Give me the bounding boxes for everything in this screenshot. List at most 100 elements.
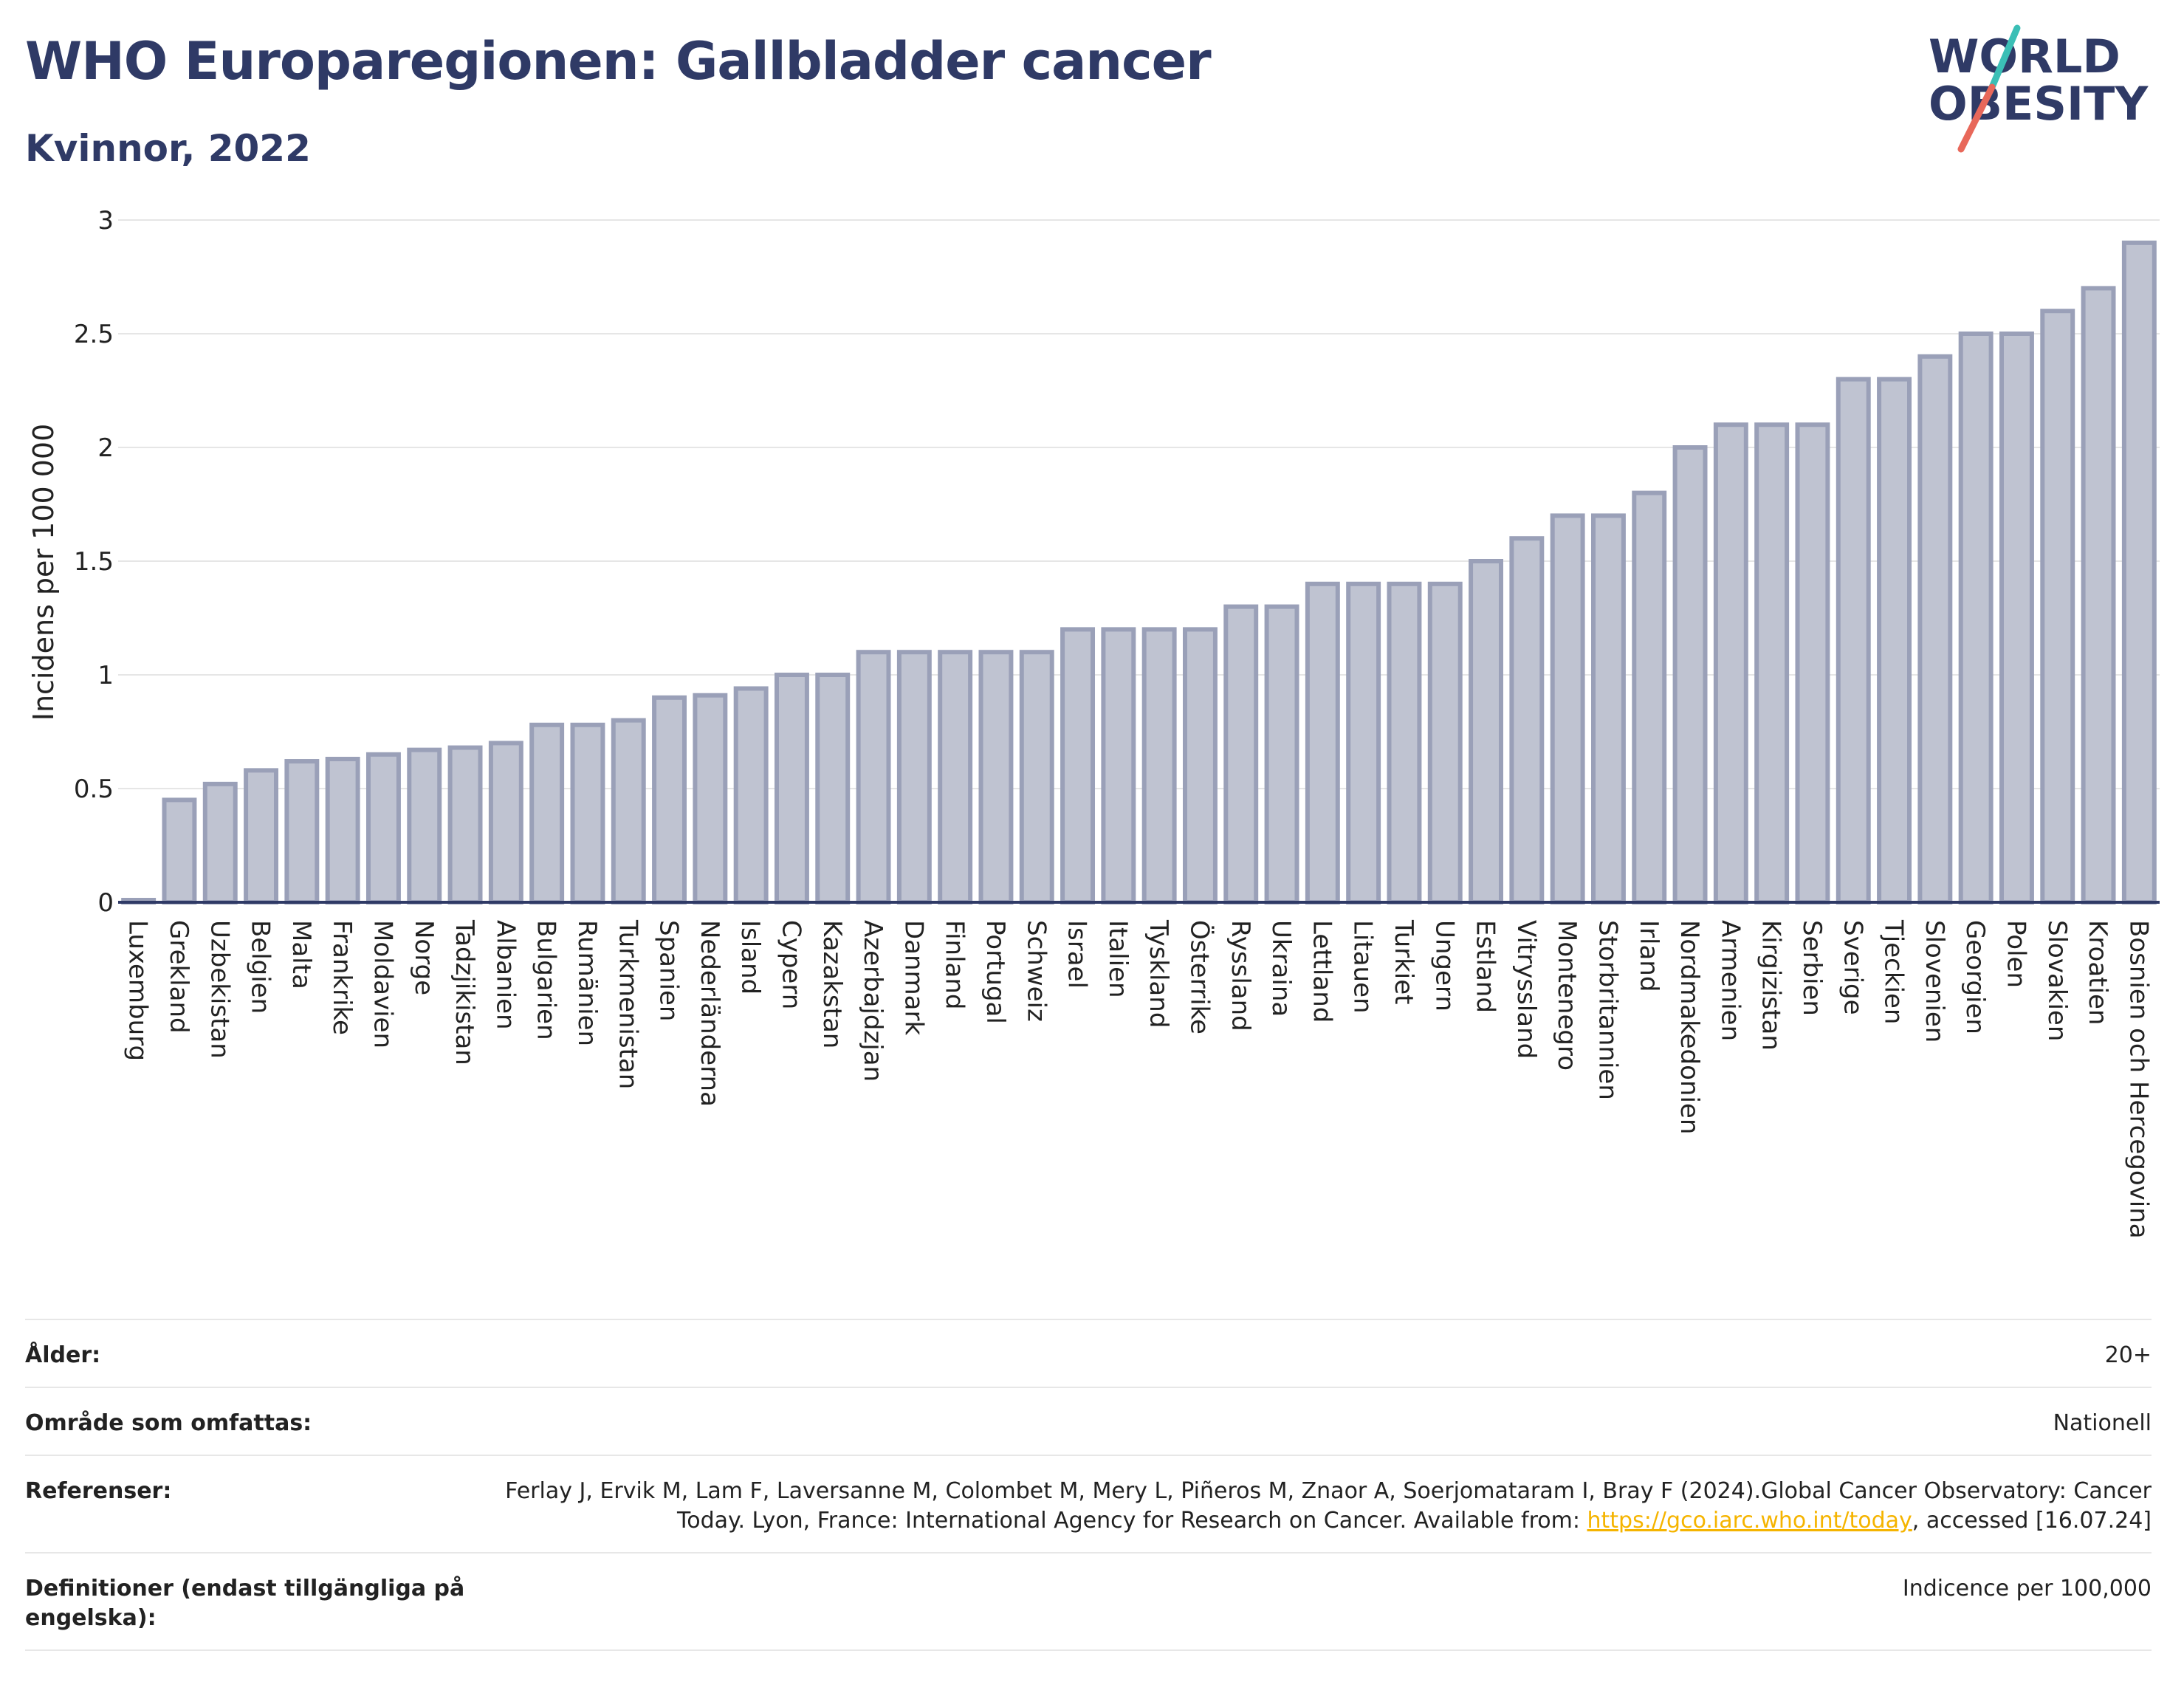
x-tick-label: Rumänien	[572, 920, 602, 1046]
bar	[1060, 627, 1096, 905]
bar	[1223, 604, 1259, 904]
x-tick-label: Italien	[1103, 920, 1133, 998]
reference-link[interactable]: https://gco.iarc.who.int/today	[1587, 1508, 1912, 1534]
x-tick-label: Grekland	[164, 920, 193, 1034]
meta-label-references: Referenser:	[25, 1478, 172, 1504]
x-tick-labels: Luxemburg Grekland Uzbekistan Belgien Malta F…	[123, 919, 2154, 1239]
bar	[1101, 627, 1136, 905]
x-tick-label: Kazakstan	[817, 920, 847, 1048]
x-tick-label: Bulgarien	[532, 920, 561, 1040]
bar	[1019, 650, 1054, 904]
x-tick-label: Azerbajdzjan	[858, 920, 887, 1082]
bar	[162, 797, 197, 905]
y-tick-labels: 0 0.5 1 1.5 2 2.5 3	[74, 206, 114, 918]
x-tick-label: Danmark	[899, 920, 928, 1035]
bar	[611, 718, 646, 904]
x-tick-label: Vitryssland	[1511, 920, 1541, 1059]
bar	[856, 650, 891, 904]
meta-row-area: Område som omfattas: Nationell	[25, 1387, 2152, 1455]
x-tick-label: Schweiz	[1021, 920, 1051, 1022]
bar	[1427, 581, 1463, 904]
x-tick-label: Kroatien	[2083, 920, 2112, 1025]
bar	[896, 650, 932, 904]
bar	[1264, 604, 1299, 904]
bar	[529, 722, 565, 905]
x-tick-label: Tjeckien	[1879, 919, 1909, 1024]
bar	[1836, 377, 1871, 904]
x-tick-label: Polen	[2001, 920, 2030, 988]
bar	[978, 650, 1014, 904]
y-tick-label: 1.5	[74, 547, 114, 577]
y-tick-label: 0	[97, 888, 114, 918]
x-tick-label: Slovenien	[1920, 920, 1949, 1043]
metadata-table: Ålder: 20+ Område som omfattas: Nationel…	[25, 1319, 2152, 1651]
x-tick-label: Bosnien och Hercegovina	[2123, 920, 2153, 1239]
meta-row-definitions: Definitioner (endast tillgängliga på eng…	[25, 1552, 2152, 1651]
x-tick-label: Ukraina	[1266, 920, 1296, 1017]
bar	[774, 673, 809, 904]
logo-slash-teal	[1988, 24, 2021, 91]
bar	[1182, 627, 1218, 905]
bar-chart: 0 0.5 1 1.5 2 2.5 3 Luxemburg Grekland Uzbekista…	[27, 206, 2160, 1239]
bar	[2081, 286, 2116, 904]
x-tick-label: Serbien	[1797, 920, 1827, 1016]
x-tick-label: Litauen	[1348, 920, 1378, 1014]
bar	[1672, 445, 1708, 904]
x-tick-label: Island	[735, 920, 765, 995]
x-tick-label: Albanien	[490, 920, 520, 1030]
x-tick-label: Estland	[1471, 920, 1500, 1013]
bar	[407, 747, 442, 905]
bar	[1141, 627, 1177, 905]
bar	[325, 756, 360, 904]
bar	[1713, 422, 1748, 904]
reference-accessed: , accessed [16.07.24]	[1912, 1508, 2152, 1534]
x-tick-label: Lettland	[1307, 920, 1336, 1023]
bar	[570, 722, 605, 905]
x-tick-label: Georgien	[1960, 920, 1990, 1034]
x-tick-label: Malta	[286, 920, 316, 989]
bar	[1550, 513, 1585, 904]
x-tick-label: Irland	[1634, 920, 1663, 992]
bar	[1795, 422, 1830, 904]
x-tick-label: Spanien	[654, 920, 684, 1021]
x-tick-label: Uzbekistan	[205, 920, 234, 1059]
meta-label-definitions: Definitioner (endast tillgängliga på eng…	[25, 1576, 465, 1631]
y-tick-label: 3	[97, 206, 114, 236]
x-tick-label: Armenien	[1715, 920, 1745, 1041]
x-tick-label: Nordmakedonien	[1675, 920, 1704, 1134]
chart-subtitle: Kvinnor, 2022	[25, 127, 311, 170]
x-tick-label: Tadzjikistan	[450, 919, 479, 1065]
meta-value-age: 20+	[2104, 1342, 2152, 1368]
meta-row-references: Referenser: Ferlay J, Ervik M, Lam F, La…	[25, 1455, 2152, 1552]
y-tick-label: 1	[97, 661, 114, 690]
x-tick-label: Belgien	[246, 920, 275, 1014]
bar	[1346, 581, 1381, 904]
bar	[1305, 581, 1340, 904]
x-tick-label: Finland	[940, 920, 969, 1010]
bar	[1590, 513, 1626, 904]
x-tick-label: Slovakien	[2042, 920, 2072, 1041]
x-tick-label: Nederländerna	[695, 920, 724, 1107]
bar	[2121, 240, 2157, 904]
chart-title: WHO Europaregionen: Gallbladder cancer	[25, 31, 1212, 92]
bar	[1632, 490, 1667, 904]
x-tick-label: Kirgizistan	[1757, 920, 1786, 1051]
meta-value-references: Ferlay J, Ervik M, Lam F, Laversanne M, …	[498, 1477, 2152, 1536]
bar	[733, 686, 769, 904]
bar	[1917, 354, 1953, 904]
bar	[1999, 332, 2034, 904]
bar	[365, 752, 401, 904]
bar	[1469, 559, 1504, 904]
x-tick-label: Sverige	[1838, 920, 1867, 1015]
x-tick-label: Ryssland	[1226, 920, 1255, 1031]
bar	[815, 673, 851, 904]
bar	[1509, 536, 1545, 904]
x-tick-label: Turkiet	[1389, 919, 1418, 1005]
meta-label-age: Ålder:	[25, 1342, 101, 1368]
x-tick-label: Ungern	[1429, 920, 1459, 1012]
logo-slash-coral	[1957, 83, 1996, 153]
x-tick-label: Luxemburg	[123, 920, 153, 1061]
x-tick-label: Moldavien	[368, 920, 397, 1048]
meta-value-area: Nationell	[2053, 1410, 2152, 1436]
y-tick-label: 2	[97, 433, 114, 463]
